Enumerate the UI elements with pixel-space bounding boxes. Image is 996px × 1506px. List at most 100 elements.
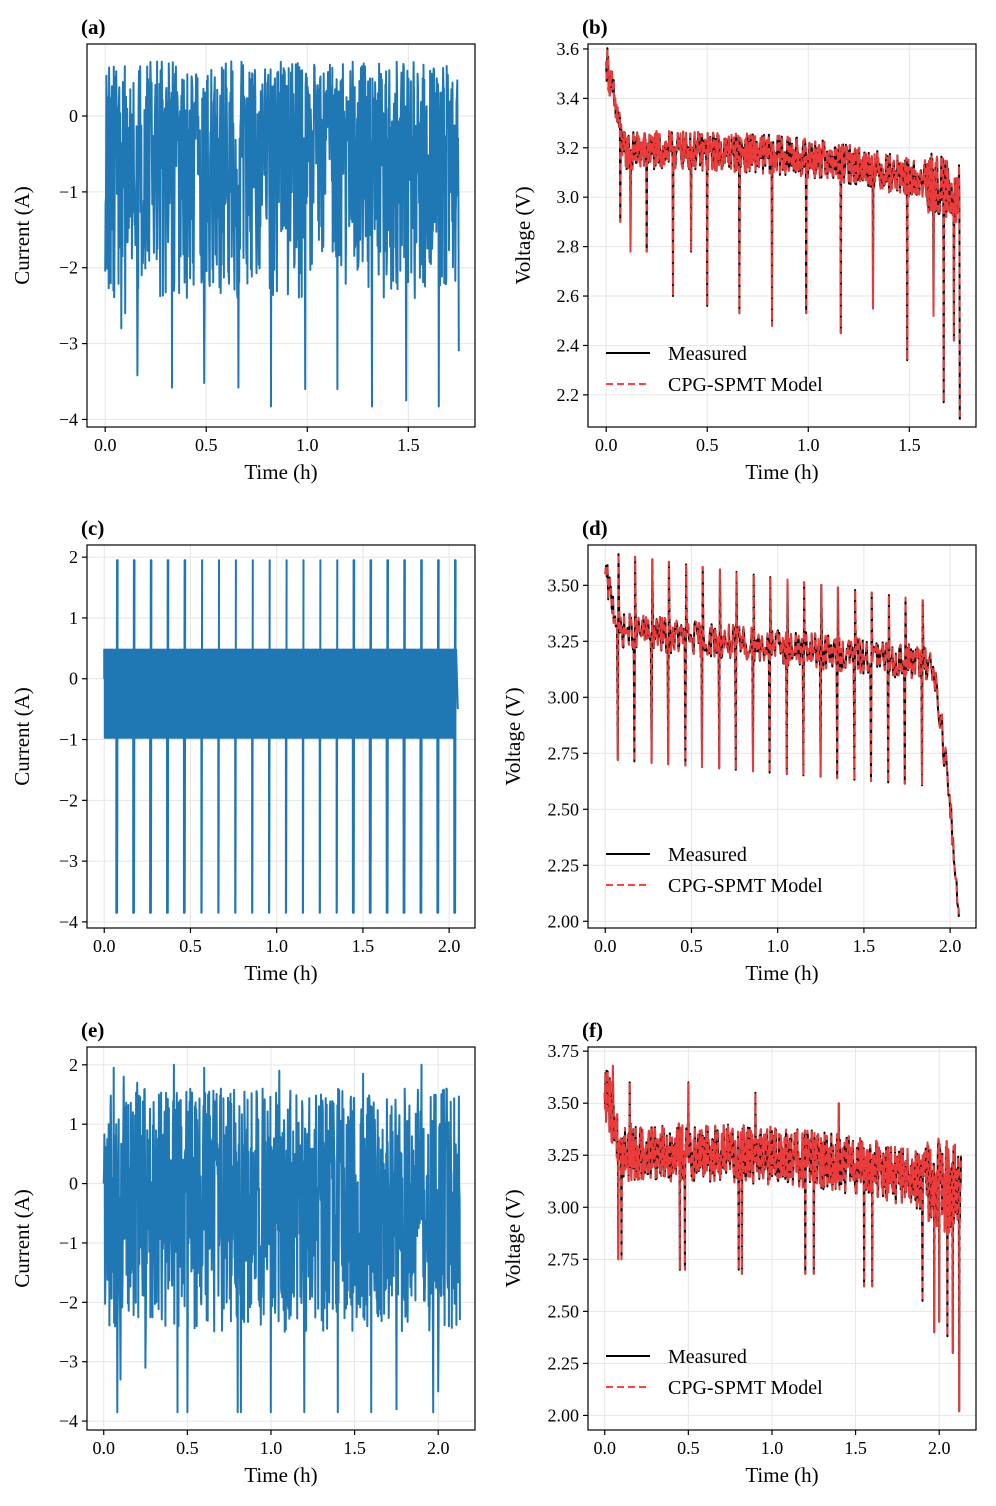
y-tick-label: 2.50 xyxy=(548,1301,580,1321)
panel-c: 0.0 0.5 1.0 1.5 2.0 2 1 0 −1 −2 −3 −4 Time (h) Curren… xyxy=(10,516,476,985)
series-line-cpg-spmt-model xyxy=(603,1064,962,1413)
x-tick-label: 1.0 xyxy=(260,1438,283,1458)
panel-label: (f) xyxy=(582,1018,603,1042)
legend-label: Measured xyxy=(668,844,747,866)
legend-label: CPG-SPMT Model xyxy=(668,374,823,396)
y-tick-label: 2.4 xyxy=(557,335,580,355)
y-tick-label: 3.50 xyxy=(548,575,580,595)
y-tick-label: 2.00 xyxy=(548,1405,580,1425)
y-tick-label: −2 xyxy=(59,258,78,278)
y-axis-label: Current (A) xyxy=(10,687,34,786)
axes-frame xyxy=(587,544,977,929)
x-tick-label: 0.0 xyxy=(94,435,117,455)
panel-label: (e) xyxy=(81,1018,104,1042)
y-tick-label: 1 xyxy=(69,1114,78,1134)
y-tick-label: −1 xyxy=(59,182,78,202)
y-tick-label: −1 xyxy=(59,730,78,750)
y-tick-label: 3.0 xyxy=(557,187,580,207)
y-tick-label: −4 xyxy=(59,1411,78,1431)
y-axis-label: Current (A) xyxy=(10,186,34,285)
x-tick-label: 1.0 xyxy=(797,435,820,455)
panel-a: 0.0 0.5 1.0 1.5 0 −1 −2 −3 −4 Time (h) Current (A)… xyxy=(10,15,476,484)
y-tick-label: −2 xyxy=(59,1292,78,1312)
panel-label: (b) xyxy=(582,15,608,39)
x-tick-label: 0.5 xyxy=(677,1438,700,1458)
y-tick-label: 3.50 xyxy=(548,1093,580,1113)
y-tick-label: 2.25 xyxy=(548,855,580,875)
y-tick-label: −3 xyxy=(59,851,78,871)
y-tick-label: 2.75 xyxy=(548,743,580,763)
x-tick-label: 0.0 xyxy=(593,1438,616,1458)
y-axis-label: Voltage (V) xyxy=(501,687,525,785)
y-tick-label: 0 xyxy=(69,1174,78,1194)
x-tick-label: 0.0 xyxy=(595,435,618,455)
x-tick-label: 0.0 xyxy=(93,936,116,956)
y-tick-label: 2 xyxy=(69,1055,78,1075)
x-tick-label: 1.5 xyxy=(844,1438,867,1458)
y-tick-label: 2.2 xyxy=(557,385,580,405)
x-axis-label: Time (h) xyxy=(244,1463,317,1487)
x-tick-label: 2.0 xyxy=(427,1438,450,1458)
x-tick-label: 0.5 xyxy=(195,435,218,455)
y-tick-label: −1 xyxy=(59,1233,78,1253)
x-axis-label: Time (h) xyxy=(745,961,818,985)
series-line-current xyxy=(103,559,459,914)
y-tick-label: 3.00 xyxy=(548,1197,580,1217)
x-tick-label: 0.5 xyxy=(179,936,202,956)
x-tick-label: 1.5 xyxy=(898,435,921,455)
panel-label: (a) xyxy=(81,15,106,39)
x-tick-label: 1.5 xyxy=(397,435,420,455)
panel-e: 0.0 0.5 1.0 1.5 2.0 2 1 0 −1 −2 −3 −4 Time (h) Curren… xyxy=(10,1018,476,1487)
x-axis-label: Time (h) xyxy=(244,961,317,985)
panel-label: (d) xyxy=(582,516,608,540)
x-axis-label: Time (h) xyxy=(745,460,818,484)
y-tick-label: 3.75 xyxy=(548,1041,580,1061)
x-tick-label: 1.0 xyxy=(766,936,789,956)
y-tick-label: 2.75 xyxy=(548,1249,580,1269)
series-line-measured xyxy=(603,1064,962,1413)
legend-label: Measured xyxy=(668,1346,747,1368)
x-tick-label: 1.0 xyxy=(265,936,288,956)
y-tick-label: 3.4 xyxy=(557,88,580,108)
axes-frame xyxy=(86,43,476,428)
x-tick-label: 1.5 xyxy=(352,936,375,956)
y-tick-label: 2.00 xyxy=(548,911,580,931)
axes-frame xyxy=(587,1046,977,1431)
x-tick-label: 0.0 xyxy=(594,936,617,956)
x-tick-label: 1.5 xyxy=(343,1438,366,1458)
y-tick-label: 2 xyxy=(69,547,78,567)
legend-label: CPG-SPMT Model xyxy=(668,1377,823,1399)
series-line-cpg-spmt-model xyxy=(605,47,961,420)
legend-label: Measured xyxy=(668,343,747,365)
y-tick-label: 2.50 xyxy=(548,799,580,819)
y-tick-label: 2.25 xyxy=(548,1353,580,1373)
y-tick-label: 0 xyxy=(69,106,78,126)
series-line-current xyxy=(102,1063,461,1414)
y-axis-label: Voltage (V) xyxy=(511,186,535,284)
panel-b: 0.0 0.5 1.0 1.5 2.2 2.4 2.6 2.8 3.0 3.2 3.4 3.6 Time… xyxy=(511,15,977,484)
series-line-cpg-spmt-model xyxy=(604,553,960,917)
x-tick-label: 2.0 xyxy=(939,936,962,956)
x-tick-label: 0.0 xyxy=(92,1438,115,1458)
y-tick-label: 3.25 xyxy=(548,1145,580,1165)
y-tick-label: 3.00 xyxy=(548,687,580,707)
x-tick-label: 0.5 xyxy=(696,435,719,455)
x-tick-label: 0.5 xyxy=(680,936,703,956)
y-tick-label: 2.8 xyxy=(557,237,580,257)
panel-f: 0.0 0.5 1.0 1.5 2.0 2.00 2.25 2.50 2.75 3.00 3.25 3… xyxy=(501,1018,977,1487)
axes-frame xyxy=(587,43,977,428)
x-axis-label: Time (h) xyxy=(745,1463,818,1487)
y-tick-label: 3.6 xyxy=(557,39,580,59)
y-tick-label: 3.2 xyxy=(557,138,580,158)
legend-label: CPG-SPMT Model xyxy=(668,875,823,897)
panel-label: (c) xyxy=(81,516,104,540)
y-tick-label: −3 xyxy=(59,1352,78,1372)
y-tick-label: −4 xyxy=(59,912,78,932)
y-axis-label: Current (A) xyxy=(10,1189,34,1288)
y-tick-label: −3 xyxy=(59,334,78,354)
y-tick-label: 2.6 xyxy=(557,286,580,306)
y-tick-label: −2 xyxy=(59,790,78,810)
x-tick-label: 0.5 xyxy=(176,1438,199,1458)
y-tick-label: −4 xyxy=(59,409,78,429)
